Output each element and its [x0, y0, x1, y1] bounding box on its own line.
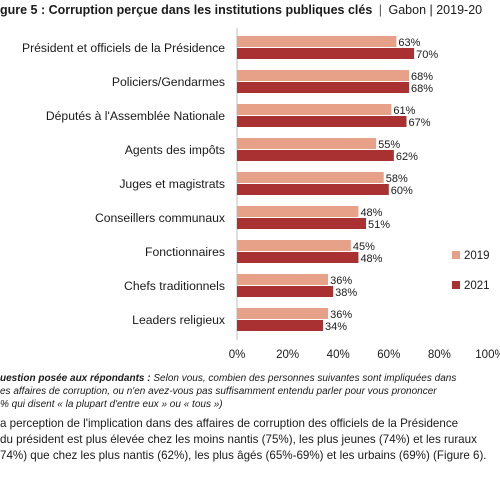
data-label: 68% — [411, 71, 433, 83]
figure-title-rest: Gabon | 2019-20 — [388, 3, 483, 17]
bar-2019-4 — [237, 138, 377, 149]
note-line3: % qui disent « la plupart d'entre eux » … — [0, 399, 223, 410]
data-label: 51% — [368, 219, 390, 231]
bar-2019-5 — [237, 172, 384, 183]
data-label: 34% — [325, 321, 347, 333]
category-label: Agents des impôts — [125, 143, 225, 157]
data-label: 67% — [409, 117, 431, 129]
data-label: 55% — [378, 139, 400, 151]
figure-title-main: gure 5 : Corruption perçue dans les inst… — [0, 3, 373, 17]
bar-2019-3 — [237, 104, 392, 115]
body-line1: a perception de l'implication dans des a… — [0, 417, 459, 430]
note-bold: uestion posée aux répondants : — [0, 373, 151, 384]
category-label: Chefs traditionnels — [124, 279, 225, 293]
question-note: uestion posée aux répondants : Selon vou… — [0, 372, 500, 411]
note-line2: es affaires de corruption, ou n'en avez-… — [0, 386, 437, 397]
data-label: 70% — [416, 49, 438, 61]
category-label: Fonctionnaires — [145, 245, 225, 259]
data-label: 63% — [398, 37, 420, 49]
bar-2019-6 — [237, 206, 359, 217]
legend-label: 2021 — [464, 280, 490, 292]
data-label: 36% — [330, 309, 352, 321]
data-label: 58% — [386, 173, 408, 185]
data-label: 45% — [353, 241, 375, 253]
category-label: Policiers/Gendarmes — [112, 75, 225, 89]
data-label: 61% — [393, 105, 415, 117]
x-tick-label: 80% — [428, 349, 451, 361]
bar-2021-7 — [237, 252, 359, 263]
body-paragraph: a perception de l'implication dans des a… — [0, 416, 500, 464]
x-tick-label: 60% — [377, 349, 400, 361]
category-label: Juges et magistrats — [119, 177, 225, 191]
bar-2021-9 — [237, 320, 324, 331]
category-label: Leaders religieux — [132, 313, 225, 327]
bar-2019-9 — [237, 308, 329, 319]
x-tick-label: 100% — [475, 349, 500, 361]
data-label: 62% — [396, 151, 418, 163]
bar-2021-2 — [237, 82, 410, 93]
bar-2021-1 — [237, 48, 415, 59]
bar-2021-5 — [237, 184, 389, 195]
bar-2021-8 — [237, 286, 334, 297]
x-tick-label: 40% — [327, 349, 350, 361]
x-tick-label: 0% — [229, 349, 246, 361]
legend-label: 2019 — [464, 250, 490, 262]
bar-2021-3 — [237, 116, 407, 127]
bar-2019-1 — [237, 36, 397, 47]
bar-chart: Président et officiels de la Présidence 6… — [22, 28, 500, 361]
bar-2021-6 — [237, 218, 367, 229]
figure-title: gure 5 : Corruption perçue dans les inst… — [0, 3, 500, 17]
data-label: 68% — [411, 83, 433, 95]
legend-swatch-2019 — [452, 251, 460, 259]
category-label: Députés à l'Assemblée Nationale — [46, 109, 225, 123]
bar-2019-8 — [237, 274, 329, 285]
data-label: 48% — [360, 253, 382, 265]
bar-2019-7 — [237, 240, 351, 251]
data-label: 48% — [360, 207, 382, 219]
x-tick-label: 20% — [276, 349, 299, 361]
data-label: 36% — [330, 275, 352, 287]
category-label: Président et officiels de la Présidence — [22, 41, 225, 55]
body-line2: du président est plus élevée chez les mo… — [0, 433, 477, 446]
note-line1: Selon vous, combien des personnes suivan… — [150, 373, 457, 384]
category-label: Conseillers communaux — [95, 211, 225, 225]
title-separator: | — [378, 3, 383, 17]
legend-swatch-2021 — [452, 281, 460, 289]
bar-2021-4 — [237, 150, 394, 161]
bar-2019-2 — [237, 70, 410, 81]
body-line3: 74%) que chez les plus nantis (62%), les… — [0, 449, 487, 462]
data-label: 38% — [335, 287, 357, 299]
data-label: 60% — [391, 185, 413, 197]
